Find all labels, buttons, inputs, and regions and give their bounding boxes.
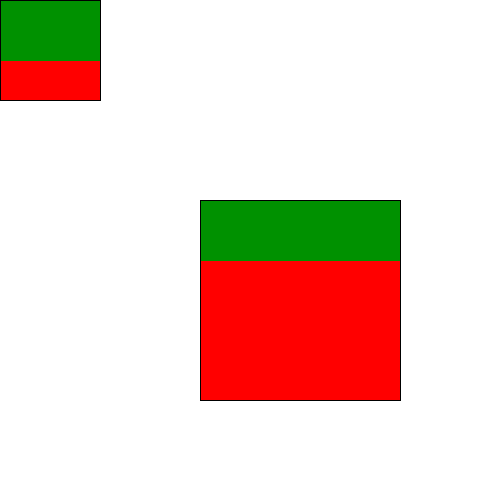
small-block-red-band bbox=[1, 61, 100, 100]
large-block-green-band bbox=[201, 201, 400, 262]
small-block-green-band bbox=[1, 1, 100, 62]
small-two-tone-block bbox=[0, 0, 101, 101]
large-two-tone-block bbox=[200, 200, 401, 401]
large-block-red-band bbox=[201, 261, 400, 400]
